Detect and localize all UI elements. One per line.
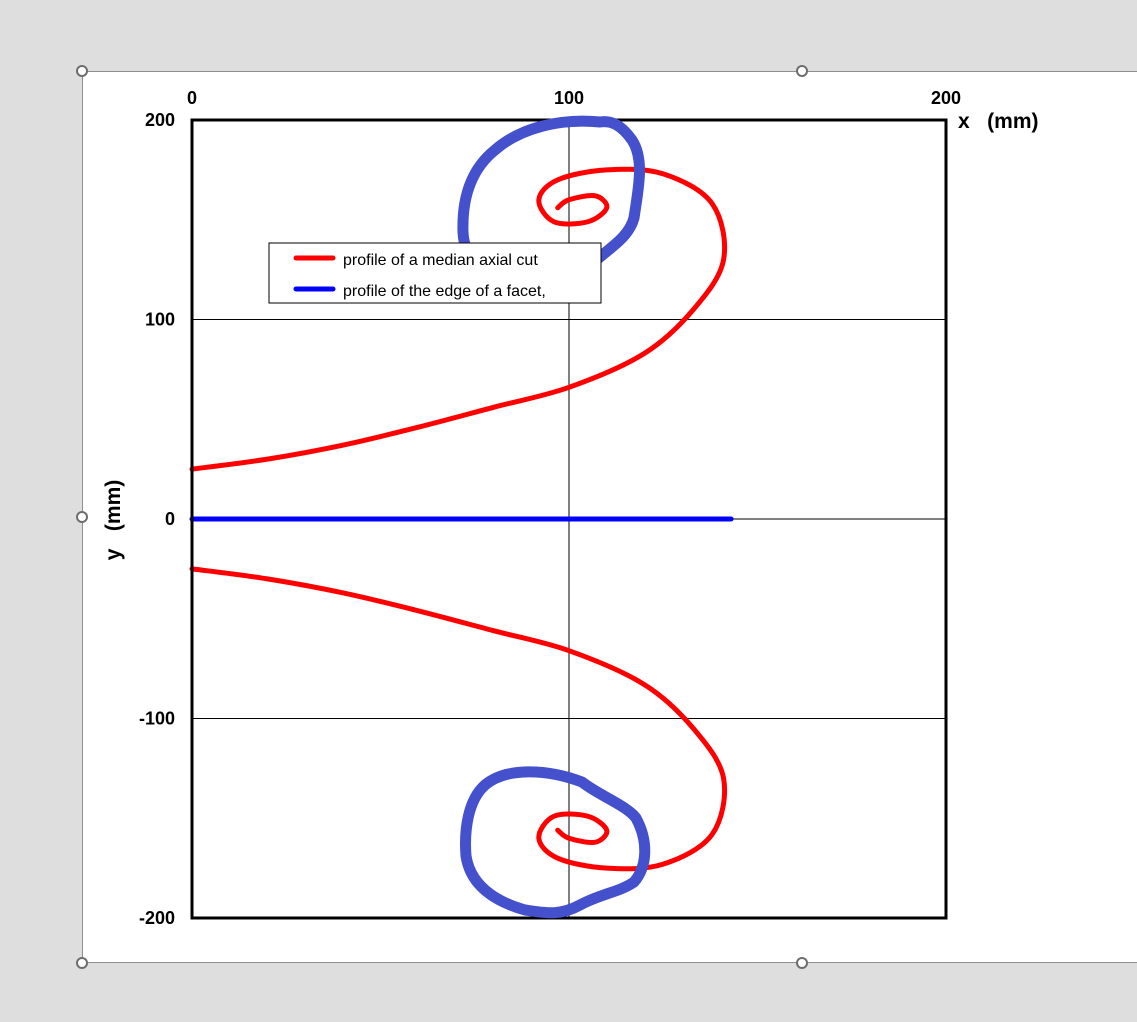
- resize-handle-top-left[interactable]: [76, 65, 88, 77]
- tick-labels: 0 100 200 200 100 0 -100 -200: [139, 88, 961, 928]
- legend-box: [268, 242, 602, 304]
- x-tick-label: 200: [931, 88, 961, 108]
- x-tick-label: 0: [187, 88, 197, 108]
- legend-label-median-cut: profile of a median axial cut: [343, 252, 538, 269]
- y-tick-label: -100: [139, 709, 175, 729]
- y-axis-title: y (mm): [102, 480, 125, 561]
- resize-handle-middle-left[interactable]: [76, 511, 88, 523]
- legend-label-facet-edge: profile of the edge of a facet,: [343, 283, 546, 300]
- series-layer: [189, 166, 734, 872]
- series-median-cut-lower[interactable]: [189, 566, 728, 872]
- series-median-cut-upper[interactable]: [189, 166, 728, 472]
- legend[interactable]: profile of a median axial cut profile of…: [268, 242, 602, 304]
- x-axis-title: x (mm): [958, 110, 1039, 133]
- y-tick-label: 100: [145, 310, 175, 330]
- resize-handle-bottom-left[interactable]: [76, 957, 88, 969]
- y-tick-label: -200: [139, 908, 175, 928]
- x-tick-label: 100: [554, 88, 584, 108]
- ink-circle-lower: [460, 766, 651, 919]
- y-tick-label: 200: [145, 110, 175, 130]
- resize-handle-bottom-center[interactable]: [796, 957, 808, 969]
- resize-handle-top-center[interactable]: [796, 65, 808, 77]
- y-tick-label: 0: [165, 509, 175, 529]
